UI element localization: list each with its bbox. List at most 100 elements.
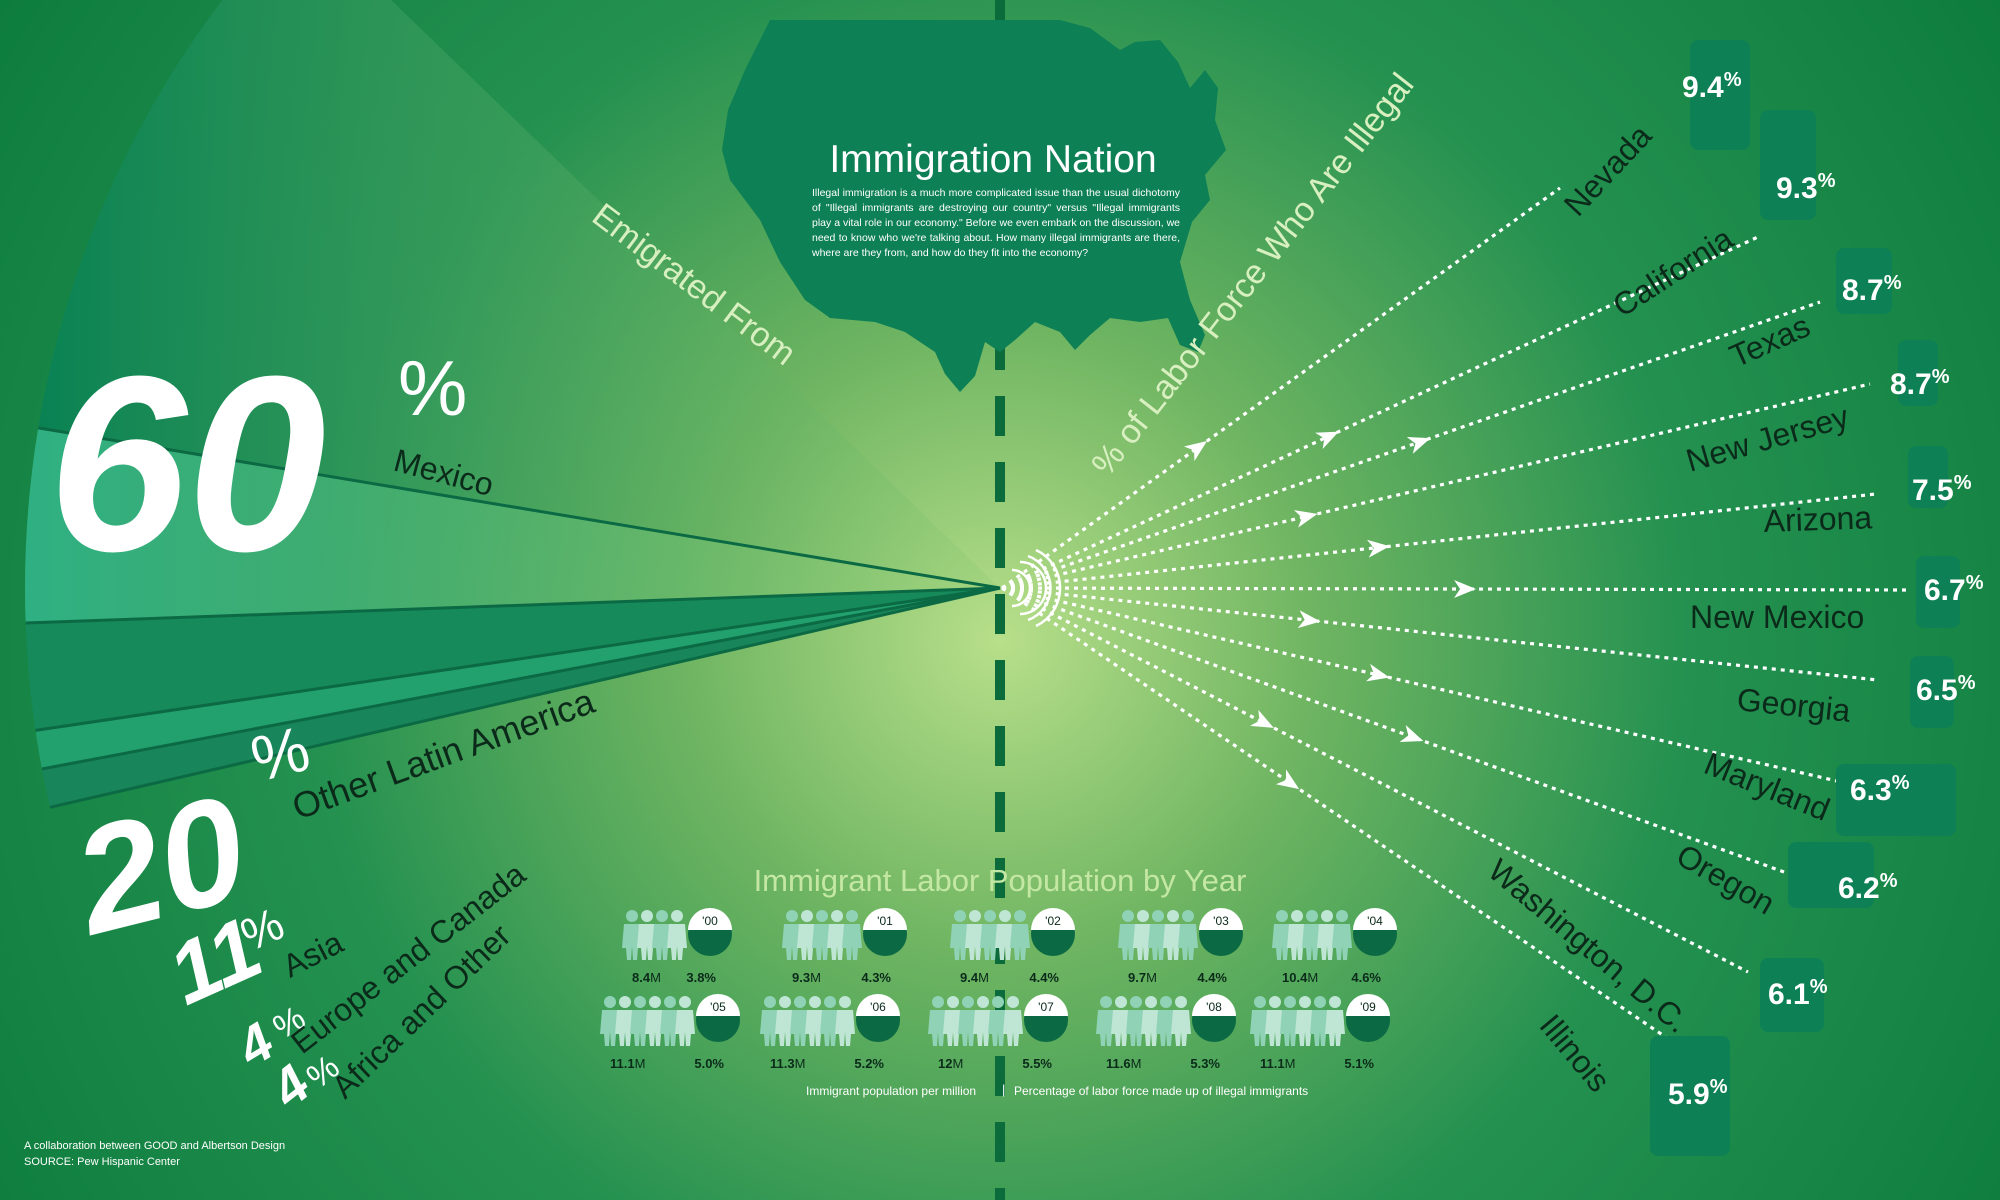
population-value: 12M — [938, 1056, 963, 1071]
state-shape-california — [1760, 110, 1816, 220]
state-arrows — [1001, 186, 1909, 1042]
state-unit: % — [1810, 976, 1828, 998]
legend-population: Immigrant population per million — [806, 1084, 977, 1098]
hardhat-icon — [1353, 908, 1397, 930]
arrowhead-georgia — [1297, 610, 1321, 629]
arrowhead-texas — [1406, 436, 1431, 454]
share-value: 5.2% — [854, 1056, 884, 1071]
arrow-nevada — [1001, 186, 1561, 590]
year-cell-09: '09 11.1M 5.1% — [1250, 994, 1390, 1071]
hardhat-icon — [1024, 994, 1068, 1016]
share-value: 4.3% — [861, 970, 891, 985]
state-unit: % — [1932, 366, 1950, 388]
state-shape-nevada — [1690, 40, 1750, 150]
population-unit: M — [1131, 1056, 1142, 1071]
us-map — [722, 20, 1226, 392]
share-value: 5.5% — [1022, 1056, 1052, 1071]
population-unit: M — [952, 1056, 963, 1071]
population-unit: M — [1146, 970, 1157, 985]
population-value: 9.4M — [960, 970, 989, 985]
arrowhead-california — [1315, 431, 1339, 450]
year-cell-05: '05 11.1M 5.0% — [600, 994, 740, 1071]
fan-divider — [49, 586, 1001, 809]
year-label: '01 — [877, 914, 893, 928]
year-cell-02: '02 9.4M 4.4% — [950, 908, 1075, 985]
state-shape-arizona — [1908, 446, 1948, 508]
legend-separator: | — [1002, 1082, 1006, 1097]
state-shape-oregon — [1788, 842, 1874, 908]
state-unit: % — [1880, 870, 1898, 892]
arrowhead-maryland — [1366, 663, 1390, 682]
fan-slice-other-latin-america — [24, 427, 1001, 624]
state-label-arizona: Arizona — [1763, 499, 1873, 539]
share-value: 5.3% — [1190, 1056, 1220, 1071]
population-unit: M — [1307, 970, 1318, 985]
fan-value-other-latin-america: 20 — [56, 763, 261, 967]
share-value: 5.1% — [1344, 1056, 1374, 1071]
state-label-new-mexico: New Mexico — [1690, 599, 1864, 635]
population-unit: M — [635, 1056, 646, 1071]
population-unit: M — [795, 1056, 806, 1071]
hardhat-icon — [696, 994, 740, 1016]
fan-divider — [35, 586, 1001, 732]
state-unit: % — [1954, 472, 1972, 494]
hardhat-icon — [1346, 994, 1390, 1016]
state-unit: % — [1884, 272, 1902, 294]
year-cell-00: '00 8.4M 3.8% — [622, 908, 732, 985]
state-shape-illinois — [1650, 1036, 1730, 1156]
arrowhead-arizona — [1366, 539, 1390, 558]
hardhat-icon — [863, 908, 907, 930]
arrow-new-mexico — [1001, 586, 1909, 592]
arrow-georgia — [1001, 586, 1879, 682]
state-value-illinois: 5.9% — [1668, 1076, 1728, 1111]
year-label: '03 — [1213, 914, 1229, 928]
arrowhead-oregon — [1399, 725, 1424, 742]
state-shape-new-jersey — [1898, 340, 1938, 406]
population-unit: M — [978, 970, 989, 985]
year-label: '07 — [1038, 1000, 1054, 1014]
arrowhead-nevada — [1183, 441, 1208, 462]
arrow-oregon — [1001, 586, 1807, 882]
fan-unit-mexico: % — [398, 344, 467, 432]
hardhat-icon — [1199, 908, 1243, 930]
arrow-california — [1001, 234, 1761, 590]
year-label: '09 — [1360, 1000, 1376, 1014]
year-label: '00 — [702, 914, 718, 928]
population-value: 11.3M — [770, 1056, 805, 1071]
fan-divider — [41, 586, 1001, 771]
state-value-texas: 8.7% — [1842, 272, 1902, 307]
year-cell-01: '01 9.3M 4.3% — [782, 908, 907, 985]
fan-value-mexico: 60 — [48, 324, 326, 603]
year-label: '04 — [1367, 914, 1383, 928]
year-cell-04: '04 10.4M 4.6% — [1272, 908, 1397, 985]
population-value: 8.4M — [632, 970, 661, 985]
intro-paragraph: Illegal immigration is a much more compl… — [812, 187, 1180, 259]
year-grid: '00 8.4M 3.8% '01 9.3M 4.3% '02 9.4M 4.4% '03 9.7M… — [600, 908, 1397, 1071]
arrow-texas — [1001, 300, 1821, 590]
population-value: 11.6M — [1106, 1056, 1141, 1071]
state-shape-washington-d-c — [1760, 958, 1824, 1032]
year-cell-03: '03 9.7M 4.4% — [1118, 908, 1243, 985]
state-unit: % — [1892, 772, 1910, 794]
population-unit: M — [650, 970, 661, 985]
state-value-washington-d-c: 6.1% — [1768, 976, 1828, 1011]
population-value: 11.1M — [1260, 1056, 1295, 1071]
share-value: 4.6% — [1351, 970, 1381, 985]
share-value: 4.4% — [1197, 970, 1227, 985]
state-unit: % — [1710, 1076, 1728, 1098]
share-value: 5.0% — [694, 1056, 724, 1071]
year-label: '08 — [1206, 1000, 1222, 1014]
state-unit: % — [1724, 69, 1742, 91]
state-shape-new-mexico — [1916, 556, 1960, 628]
fan-divider — [25, 586, 1001, 625]
state-value-maryland: 6.3% — [1850, 772, 1910, 807]
population-unit: M — [810, 970, 821, 985]
fan-divider — [37, 426, 1001, 590]
page-title: Immigration Nation — [829, 138, 1156, 181]
population-value: 9.3M — [792, 970, 821, 985]
year-label: '02 — [1045, 914, 1061, 928]
state-shape-georgia — [1910, 656, 1954, 728]
share-value: 4.4% — [1029, 970, 1059, 985]
